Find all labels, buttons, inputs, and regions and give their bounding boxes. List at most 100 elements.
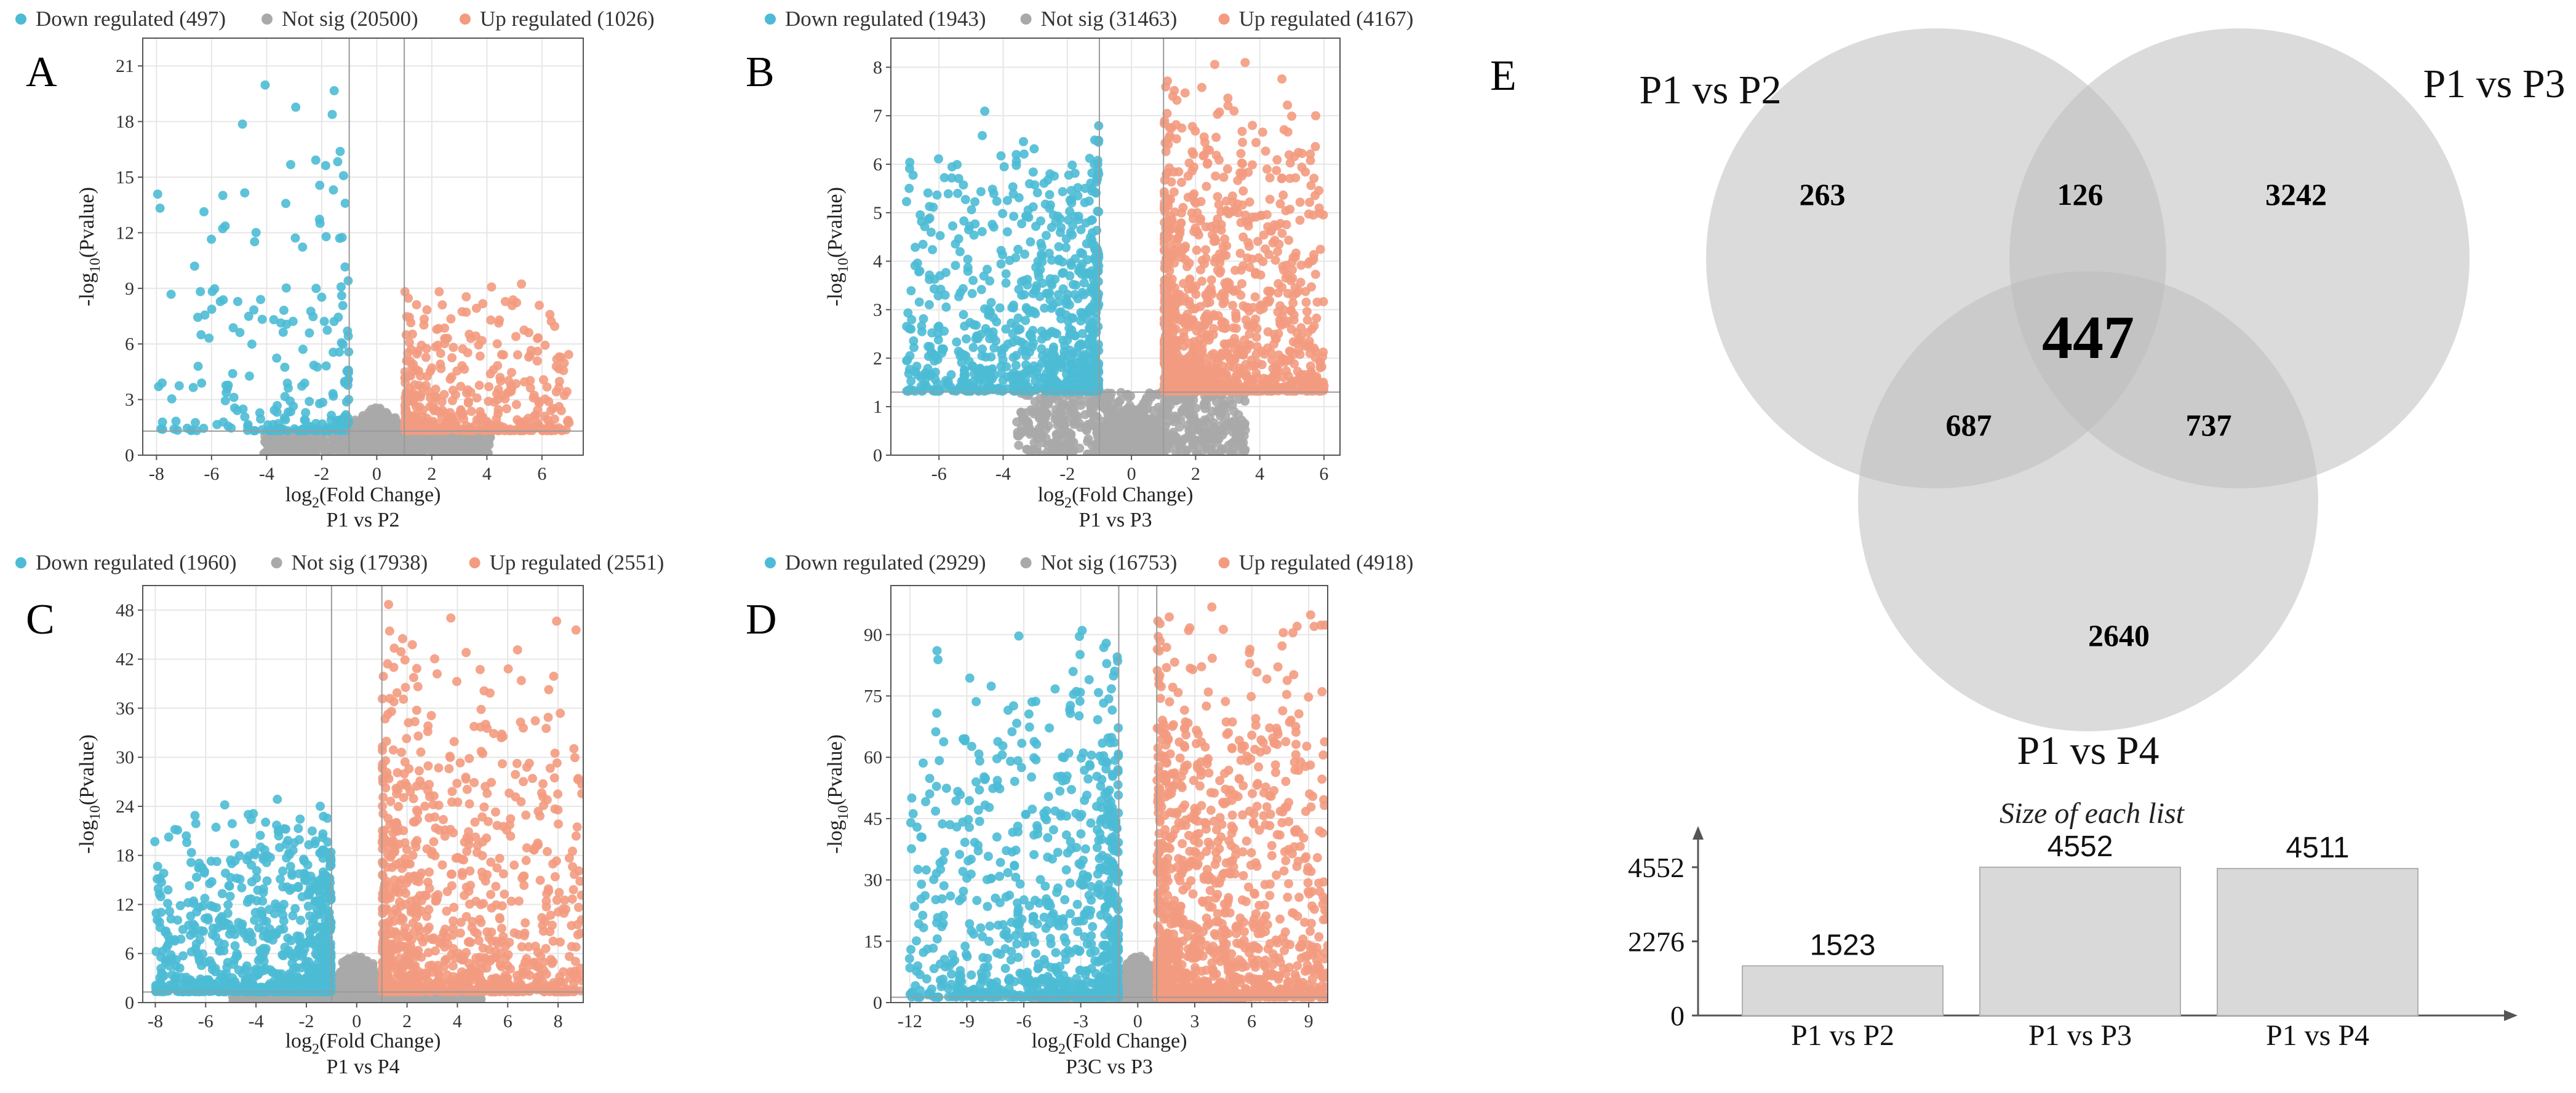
point-notsig (361, 441, 371, 451)
point-notsig (357, 450, 367, 455)
point-down (174, 381, 184, 391)
point-down (284, 407, 293, 417)
x-tick-label: -2 (314, 464, 329, 484)
point-down (196, 287, 205, 296)
point-notsig (263, 434, 272, 443)
y-tick-label: 3 (125, 390, 134, 410)
x-tick-label: 4 (482, 464, 492, 484)
point-up (466, 407, 476, 416)
point-up (550, 322, 560, 332)
point-notsig (310, 446, 320, 455)
point-down (343, 365, 353, 375)
point-notsig (380, 427, 389, 437)
point-down (321, 361, 331, 371)
point-down (210, 284, 220, 293)
point-up (492, 389, 501, 399)
point-notsig (298, 440, 308, 450)
plot-background (143, 38, 583, 455)
point-up (535, 301, 544, 310)
point-notsig (341, 448, 351, 455)
point-up (421, 381, 431, 391)
point-up (490, 397, 500, 407)
point-down (215, 296, 225, 306)
point-notsig (335, 440, 345, 450)
point-notsig (416, 433, 426, 443)
point-up (421, 344, 431, 354)
point-down (328, 389, 338, 399)
x-tick-label: -4 (259, 464, 274, 484)
panel-letter: A (26, 49, 57, 96)
point-up (434, 287, 444, 296)
point-down (329, 348, 338, 357)
point-notsig (1075, 443, 1085, 453)
point-down (269, 315, 279, 325)
point-up (460, 364, 469, 374)
point-up (449, 343, 458, 352)
point-down (197, 378, 207, 388)
point-up (495, 315, 504, 325)
point-down (317, 419, 327, 429)
point-down (279, 306, 289, 315)
point-down (301, 408, 311, 418)
point-up (400, 287, 410, 296)
legend-marker-down (15, 14, 26, 25)
y-tick-label: 15 (116, 167, 134, 188)
y-tick-label: 12 (116, 223, 134, 243)
point-up (545, 309, 555, 319)
point-down (223, 384, 233, 393)
points-group (153, 80, 574, 455)
point-down (244, 311, 253, 321)
y-tick-label: 21 (116, 56, 134, 76)
legend-label-up: Up regulated (4167) (1239, 7, 1414, 31)
point-notsig (289, 443, 298, 453)
point-up (403, 348, 413, 358)
point-notsig (1083, 434, 1093, 444)
point-up (562, 387, 572, 397)
point-down (235, 328, 245, 338)
point-down (250, 237, 260, 247)
point-up (412, 300, 421, 309)
point-down (298, 242, 308, 252)
point-up (501, 404, 511, 413)
point-notsig (288, 433, 298, 443)
point-down (158, 417, 167, 427)
point-down (315, 180, 325, 190)
point-notsig (348, 443, 357, 453)
point-up (447, 395, 457, 405)
point-up (404, 372, 413, 381)
point-down (228, 368, 237, 378)
point-up (456, 381, 466, 391)
point-down (218, 191, 228, 201)
point-down (321, 232, 331, 242)
point-down (338, 301, 348, 311)
x-axis-title: log2(Fold Change) (285, 483, 441, 511)
point-up (511, 332, 520, 341)
point-up (421, 352, 431, 362)
point-down (244, 372, 254, 381)
point-notsig (1014, 440, 1024, 450)
point-down (305, 397, 314, 407)
point-up (413, 346, 423, 356)
point-up (554, 376, 564, 386)
point-down (327, 109, 337, 119)
point-up (457, 307, 467, 317)
point-down (193, 362, 203, 371)
panel-letter: B (746, 49, 775, 96)
point-down (249, 305, 259, 315)
point-down (226, 423, 236, 433)
point-down (322, 325, 332, 335)
point-up (484, 382, 494, 392)
point-down (314, 215, 324, 224)
x-tick-label: 6 (537, 464, 546, 484)
point-down (220, 396, 230, 405)
point-up (559, 358, 569, 368)
point-down (333, 157, 343, 167)
point-up (562, 417, 572, 426)
point-down (337, 338, 346, 348)
point-up (437, 397, 447, 407)
point-down (317, 292, 327, 302)
point-up (533, 346, 543, 356)
point-up (544, 397, 554, 407)
point-up (508, 301, 517, 311)
